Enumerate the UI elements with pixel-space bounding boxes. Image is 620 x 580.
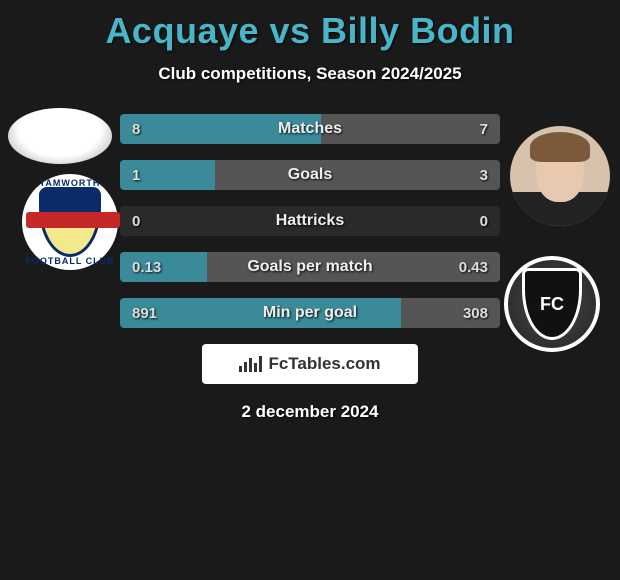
stat-label: Hattricks (120, 206, 500, 236)
stat-row: 87Matches (120, 114, 500, 144)
page-title: Acquaye vs Billy Bodin (0, 10, 620, 52)
subtitle: Club competitions, Season 2024/2025 (0, 64, 620, 84)
stat-label: Goals per match (120, 252, 500, 282)
chart-icon (239, 356, 262, 372)
comparison-card: Acquaye vs Billy Bodin Club competitions… (0, 0, 620, 422)
stat-label: Min per goal (120, 298, 500, 328)
watermark: FcTables.com (202, 344, 418, 384)
stats-area: 87Matches 13Goals 00Hattricks 0.130.43Goals… (0, 114, 620, 328)
watermark-text: FcTables.com (268, 354, 380, 374)
stat-row: 891308Min per goal (120, 298, 500, 328)
stat-row: 00Hattricks (120, 206, 500, 236)
date-text: 2 december 2024 (0, 402, 620, 422)
stat-row: 0.130.43Goals per match (120, 252, 500, 282)
stat-label: Goals (120, 160, 500, 190)
stat-label: Matches (120, 114, 500, 144)
stat-row: 13Goals (120, 160, 500, 190)
